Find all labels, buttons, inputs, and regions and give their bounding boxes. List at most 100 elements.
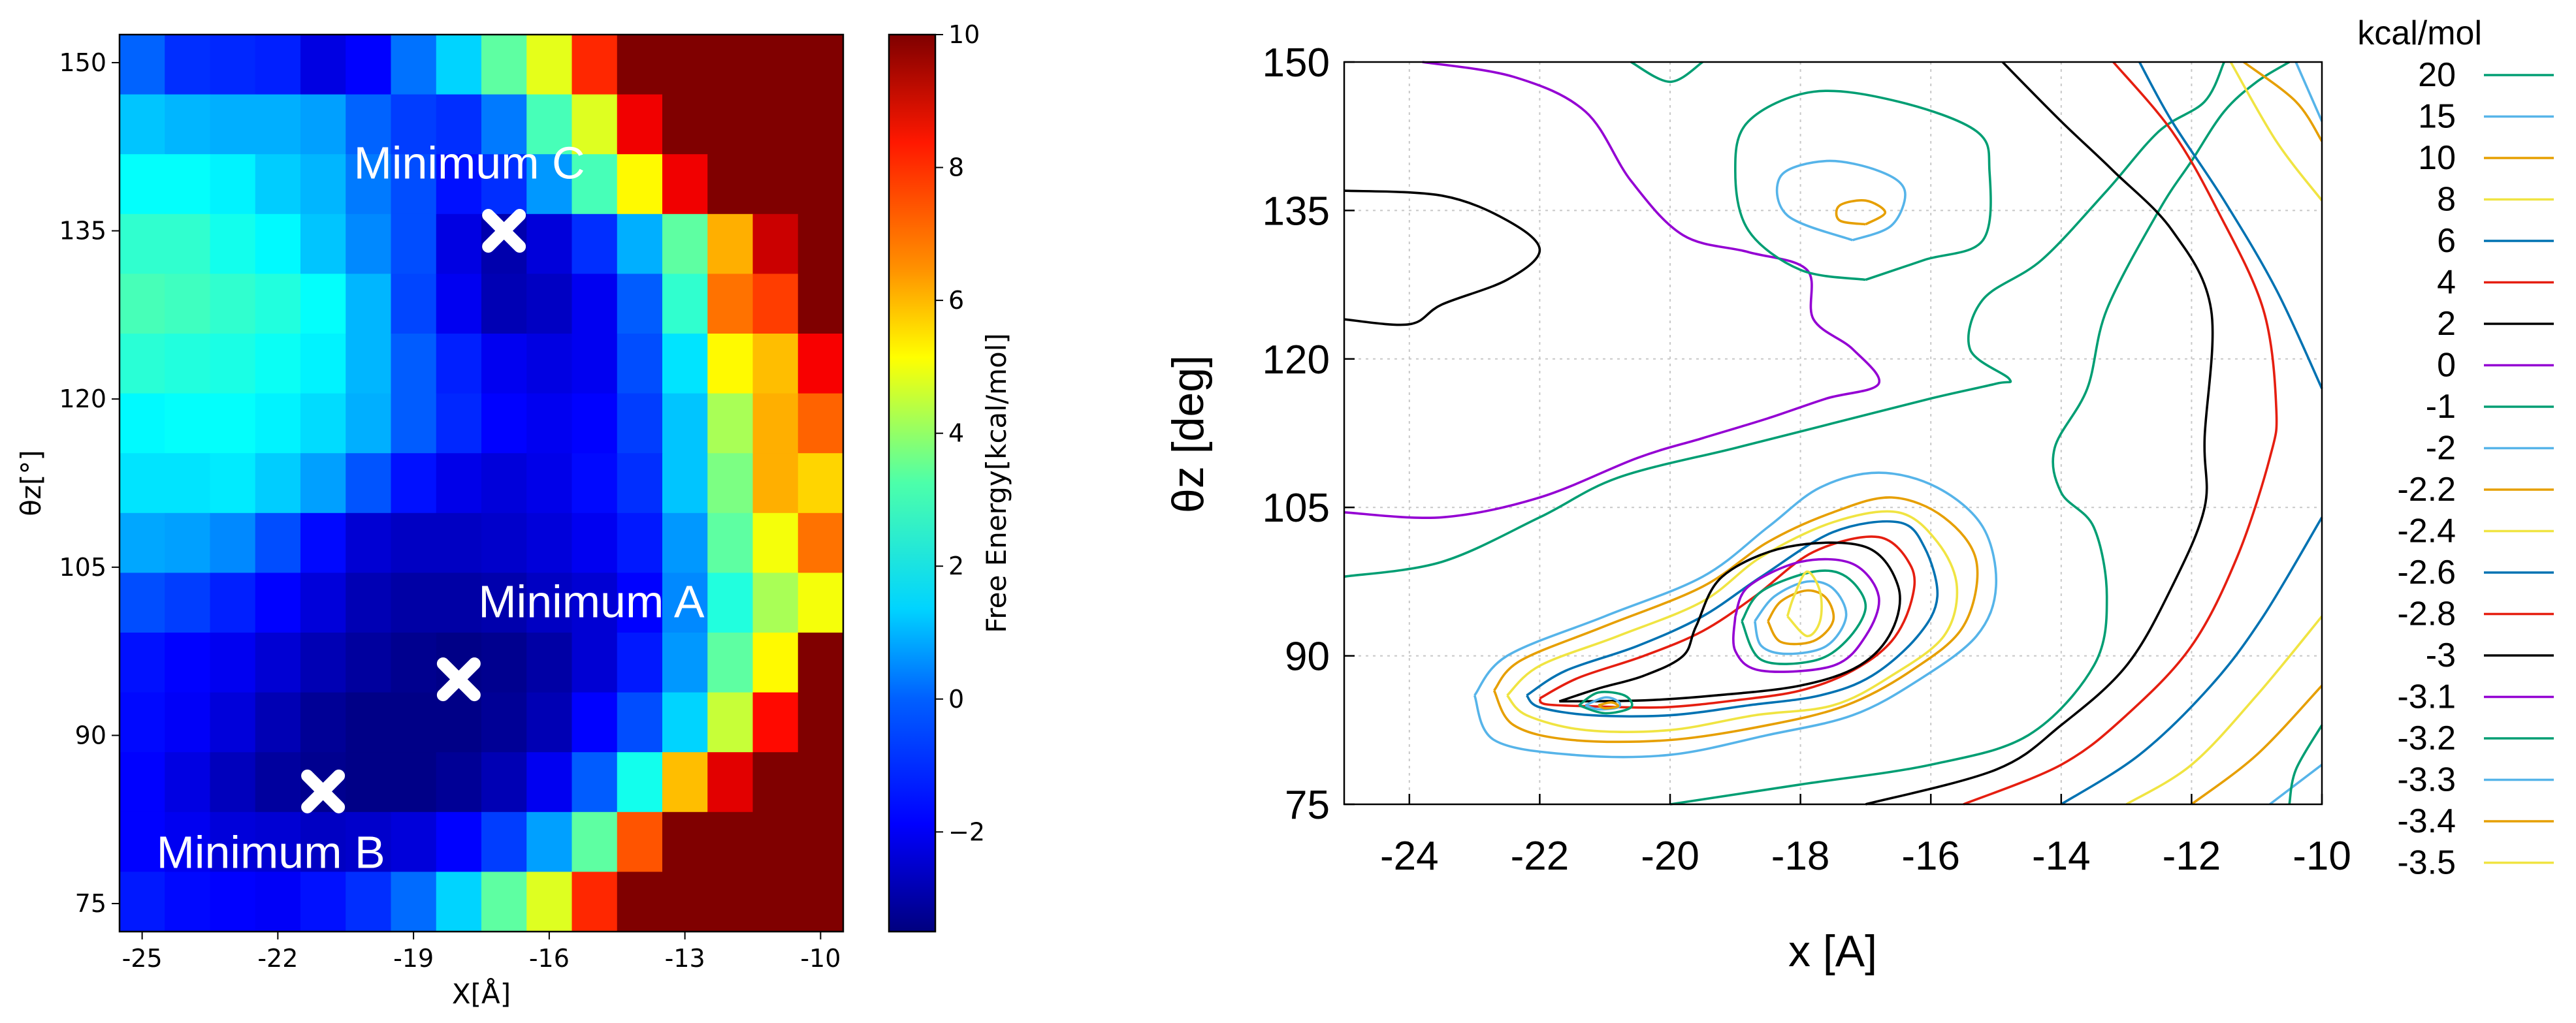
heatmap-cell bbox=[617, 334, 663, 394]
heatmap-cell bbox=[526, 692, 573, 753]
heatmap-cell bbox=[391, 872, 437, 932]
heatmap-cell bbox=[662, 154, 708, 215]
legend-label: -3.5 bbox=[2397, 844, 2456, 882]
heatmap-cell bbox=[707, 752, 754, 813]
heatmap-cell bbox=[165, 811, 211, 872]
colorbar-tick-label: 6 bbox=[948, 286, 964, 315]
heatmap-cell bbox=[481, 274, 527, 334]
heatmap-cell bbox=[346, 573, 392, 633]
heatmap-cell bbox=[210, 393, 256, 454]
heatmap-cell bbox=[165, 633, 211, 693]
heatmap-cell bbox=[617, 692, 663, 753]
contour-y-label: θz [deg] bbox=[1163, 355, 1213, 513]
heatmap-cell bbox=[210, 692, 256, 753]
heatmap-cell bbox=[391, 692, 437, 753]
heatmap-cell bbox=[165, 453, 211, 514]
x-tick-label: -19 bbox=[393, 944, 434, 973]
x-tick-label: -10 bbox=[2293, 834, 2351, 879]
heatmap-cell bbox=[300, 872, 346, 932]
heatmap-cell bbox=[165, 94, 211, 155]
heatmap-cell bbox=[300, 453, 346, 514]
contour-line bbox=[2060, 516, 2323, 806]
heatmap-cell bbox=[300, 94, 346, 155]
minimum-marker bbox=[482, 209, 526, 253]
heatmap-cell bbox=[436, 35, 482, 95]
legend-entry: 20 bbox=[2418, 56, 2554, 94]
heatmap-cell bbox=[797, 573, 844, 633]
heatmap-cell bbox=[210, 154, 256, 215]
heatmap-y-label: θz[°] bbox=[15, 450, 47, 516]
heatmap-cell bbox=[707, 393, 754, 454]
heatmap-cell bbox=[391, 573, 437, 633]
heatmap-cell bbox=[210, 35, 256, 95]
legend-entry: 0 bbox=[2437, 347, 2554, 385]
heatmap-cell bbox=[707, 35, 754, 95]
heatmap-cell bbox=[752, 752, 799, 813]
contour-lines bbox=[1344, 61, 2323, 806]
heatmap-cell bbox=[481, 334, 527, 394]
heatmap-cell bbox=[617, 811, 663, 872]
legend-label: 15 bbox=[2418, 98, 2456, 136]
colorbar bbox=[888, 33, 937, 933]
y-tick-label: 135 bbox=[1263, 189, 1330, 234]
heatmap-cell bbox=[662, 692, 708, 753]
contour-line bbox=[2229, 61, 2323, 202]
heatmap-cell bbox=[165, 872, 211, 932]
heatmap-cell bbox=[120, 274, 165, 334]
heatmap-cell bbox=[572, 752, 618, 813]
heatmap-cell bbox=[120, 94, 165, 155]
heatmap-cell bbox=[481, 154, 527, 215]
heatmap-cell bbox=[797, 872, 844, 932]
heatmap-cell bbox=[752, 633, 799, 693]
heatmap-cell bbox=[120, 334, 165, 394]
heatmap-cell bbox=[346, 512, 392, 573]
contour-line bbox=[1630, 61, 1703, 84]
contour-line bbox=[1344, 189, 1541, 326]
heatmap-cell bbox=[662, 393, 708, 454]
contour-line bbox=[2243, 61, 2323, 142]
heatmap-cell bbox=[572, 872, 618, 932]
heatmap-cell bbox=[797, 752, 844, 813]
heatmap-plot bbox=[120, 35, 844, 932]
heatmap-cell bbox=[165, 35, 211, 95]
x-tick-label: -13 bbox=[665, 944, 705, 973]
heatmap-cell bbox=[707, 154, 754, 215]
legend-label: 6 bbox=[2437, 222, 2456, 260]
heatmap-cell bbox=[617, 94, 663, 155]
contour-x-label: x [A] bbox=[1788, 926, 1877, 976]
heatmap-cell bbox=[617, 752, 663, 813]
heatmap-cell bbox=[436, 213, 482, 274]
heatmap-cell bbox=[346, 453, 392, 514]
heatmap-cell bbox=[707, 633, 754, 693]
heatmap-cell bbox=[165, 752, 211, 813]
heatmap-cell bbox=[752, 35, 799, 95]
heatmap-cell bbox=[255, 393, 301, 454]
contour-line bbox=[1578, 691, 1634, 715]
heatmap-cell bbox=[255, 811, 301, 872]
contour-line bbox=[1538, 535, 1916, 709]
heatmap-cell bbox=[255, 274, 301, 334]
legend-label: -3.4 bbox=[2397, 802, 2456, 840]
heatmap-cell bbox=[797, 35, 844, 95]
legend-entry: -2 bbox=[2426, 430, 2554, 467]
heatmap-cell bbox=[255, 872, 301, 932]
heatmap-cell bbox=[707, 274, 754, 334]
contour-line bbox=[2125, 615, 2323, 806]
heatmap-cell bbox=[436, 154, 482, 215]
heatmap-cell bbox=[436, 692, 482, 753]
heatmap-x-label: X[Å] bbox=[452, 977, 511, 1010]
heatmap-cell bbox=[752, 334, 799, 394]
legend-entry: 15 bbox=[2418, 98, 2554, 136]
heatmap-cell bbox=[165, 154, 211, 215]
heatmap-cell bbox=[255, 752, 301, 813]
heatmap-cell bbox=[210, 633, 256, 693]
y-tick-label: 75 bbox=[75, 889, 106, 918]
heatmap-cell bbox=[707, 692, 754, 753]
heatmap-cell bbox=[300, 811, 346, 872]
legend-entry: -3.1 bbox=[2397, 678, 2554, 716]
legend-entry: -1 bbox=[2426, 388, 2554, 426]
heatmap-cell bbox=[436, 393, 482, 454]
heatmap-cell bbox=[662, 811, 708, 872]
contour-line bbox=[1767, 589, 1835, 646]
heatmap-cell bbox=[662, 752, 708, 813]
